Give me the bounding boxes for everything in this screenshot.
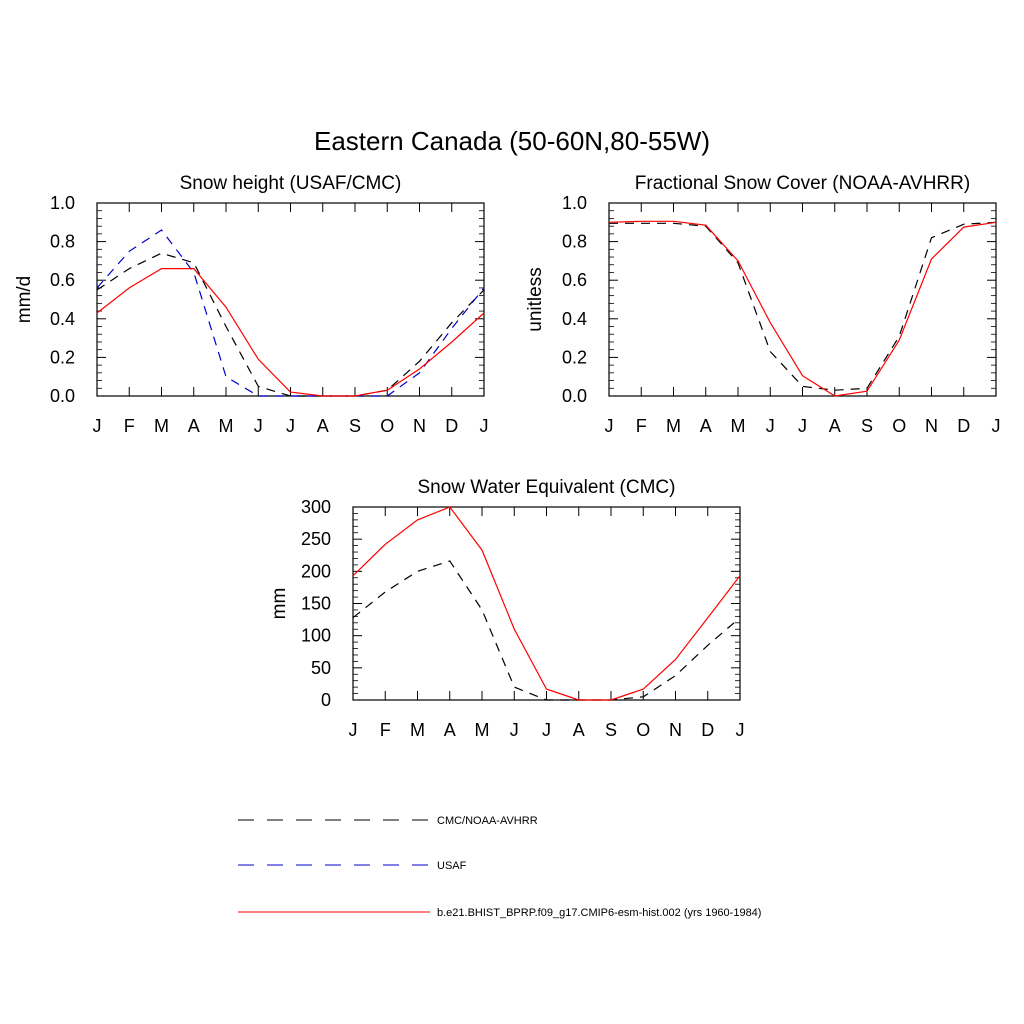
x-tick-label: M xyxy=(154,416,169,436)
x-tick-label: J xyxy=(736,720,745,740)
plot-frame xyxy=(352,506,741,701)
y-tick-label: 0.8 xyxy=(50,232,75,252)
series-line-1 xyxy=(96,252,485,397)
x-tick-label: J xyxy=(605,416,614,436)
y-tick-label: 1.0 xyxy=(50,193,75,213)
panel-title: Snow Water Equivalent (CMC) xyxy=(418,477,676,498)
y-axis-label: unitless xyxy=(525,267,546,331)
y-tick-label: 0.2 xyxy=(50,347,75,367)
x-tick-label: M xyxy=(410,720,425,740)
y-axis-label: mm/d xyxy=(14,276,35,324)
panel-title: Fractional Snow Cover (NOAA-AVHRR) xyxy=(635,173,970,194)
x-tick-label: F xyxy=(124,416,135,436)
series-line-3 xyxy=(96,268,485,397)
y-tick-label: 1.0 xyxy=(562,193,587,213)
x-tick-label: N xyxy=(669,720,682,740)
y-tick-label: 0.0 xyxy=(562,386,587,406)
x-tick-label: J xyxy=(798,416,807,436)
y-tick-label: 150 xyxy=(301,594,331,614)
x-tick-label: M xyxy=(219,416,234,436)
x-tick-label: S xyxy=(861,416,873,436)
x-tick-label: A xyxy=(444,720,456,740)
x-tick-label: J xyxy=(992,416,1001,436)
x-tick-label: M xyxy=(475,720,490,740)
chart-panel-2: Fractional Snow Cover (NOAA-AVHRR) unitle… xyxy=(525,173,1001,436)
x-tick-label: A xyxy=(317,416,329,436)
main-title: Eastern Canada (50-60N,80-55W) xyxy=(314,126,710,156)
x-tick-label: J xyxy=(766,416,775,436)
x-tick-label: J xyxy=(349,720,358,740)
y-tick-label: 0.4 xyxy=(50,309,75,329)
y-tick-label: 0.6 xyxy=(50,270,75,290)
x-tick-label: A xyxy=(700,416,712,436)
y-tick-label: 0.2 xyxy=(562,347,587,367)
x-tick-label: N xyxy=(925,416,938,436)
y-tick-label: 0.6 xyxy=(562,270,587,290)
y-tick-label: 200 xyxy=(301,561,331,581)
series-line-1 xyxy=(609,221,997,391)
x-tick-label: A xyxy=(188,416,200,436)
x-tick-label: A xyxy=(573,720,585,740)
x-tick-label: S xyxy=(605,720,617,740)
x-tick-label: D xyxy=(445,416,458,436)
x-tick-label: D xyxy=(957,416,970,436)
x-tick-label: J xyxy=(254,416,263,436)
x-tick-label: O xyxy=(892,416,906,436)
x-tick-label: J xyxy=(286,416,295,436)
x-tick-label: M xyxy=(666,416,681,436)
x-tick-label: N xyxy=(413,416,426,436)
x-tick-label: O xyxy=(380,416,394,436)
y-axis-label: mm xyxy=(269,588,290,620)
x-tick-label: A xyxy=(829,416,841,436)
series-line-2 xyxy=(352,506,741,701)
chart-panel-1: Snow height (USAF/CMC)mm/dJ F M A M J J A S O N D J0… xyxy=(14,173,489,436)
y-tick-label: 0.0 xyxy=(50,386,75,406)
series-line-1 xyxy=(352,560,741,701)
x-tick-label: J xyxy=(93,416,102,436)
legend-label-1: CMC/NOAA-AVHRR xyxy=(437,815,538,827)
y-tick-label: 100 xyxy=(301,626,331,646)
x-tick-label: S xyxy=(349,416,361,436)
chart-panel-3: Snow Water Equivalent (CMC)mmJ F M A M J J A S O N… xyxy=(269,477,745,740)
x-tick-label: D xyxy=(701,720,714,740)
x-tick-label: M xyxy=(731,416,746,436)
panel-title: Snow height (USAF/CMC) xyxy=(180,173,402,194)
legend-label-3: b.e21.BHIST_BPRP.f09_g17.CMIP6-esm-hist.… xyxy=(437,907,761,919)
legend-label-2: USAF xyxy=(437,860,467,872)
y-tick-label: 0 xyxy=(321,690,331,710)
y-tick-label: 0.8 xyxy=(562,232,587,252)
series-line-2 xyxy=(96,229,485,397)
series-line-2 xyxy=(608,220,997,397)
y-tick-label: 300 xyxy=(301,497,331,517)
x-tick-label: F xyxy=(380,720,391,740)
y-tick-label: 250 xyxy=(301,529,331,549)
y-tick-label: 50 xyxy=(311,658,331,678)
y-tick-label: 0.4 xyxy=(562,309,587,329)
x-tick-label: O xyxy=(636,720,650,740)
legend: CMC/NOAA-AVHRR USAF b.e21.BHIST_BPRP.f09_g… xyxy=(238,815,761,919)
x-tick-label: J xyxy=(542,720,551,740)
plot-frame xyxy=(96,202,485,397)
plot-frame xyxy=(608,202,997,397)
chart-panels: Snow height (USAF/CMC)mm/dJ F M A M J J A S O N D J0… xyxy=(14,173,1001,740)
x-tick-label: F xyxy=(636,416,647,436)
x-tick-label: J xyxy=(510,720,519,740)
x-tick-label: J xyxy=(480,416,489,436)
